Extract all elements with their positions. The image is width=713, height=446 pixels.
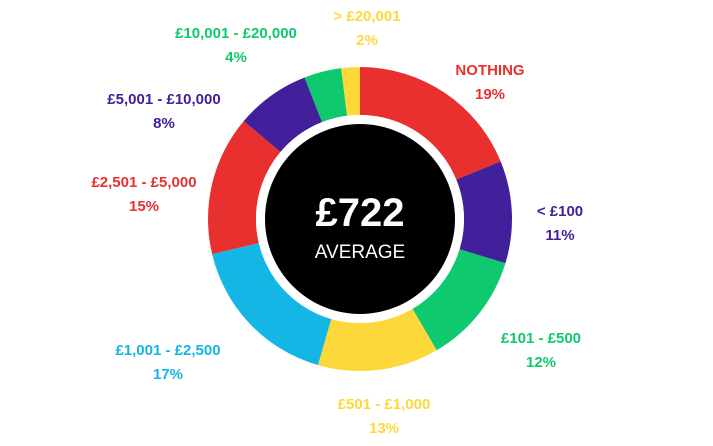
center-label: AVERAGE	[315, 242, 405, 263]
donut-slice	[208, 121, 281, 255]
slice-percent-label: 13%	[369, 420, 399, 437]
slice-category-label: £10,001 - £20,000	[175, 25, 297, 42]
slice-percent-label: 17%	[153, 366, 183, 383]
slice-category-label: £5,001 - £10,000	[107, 91, 220, 108]
donut-slice	[304, 68, 348, 123]
slice-percent-label: 11%	[545, 227, 574, 244]
slice-category-label: £501 - £1,000	[338, 396, 431, 413]
center-disc	[265, 124, 455, 314]
donut-slice	[212, 243, 332, 366]
slice-percent-label: 8%	[153, 115, 175, 132]
donut-slice	[412, 249, 506, 351]
slice-category-label: > £20,001	[333, 8, 400, 25]
donut-slices	[208, 67, 513, 372]
slice-category-label: NOTHING	[455, 62, 524, 79]
slice-category-label: £2,501 - £5,000	[91, 174, 196, 191]
donut-slice	[456, 161, 513, 264]
slice-percent-label: 19%	[475, 86, 505, 103]
slice-category-label: < £100	[537, 203, 583, 220]
slice-percent-label: 4%	[225, 49, 247, 66]
slice-category-label: £101 - £500	[501, 330, 581, 347]
slice-labels: NOTHING 19% < £100 11% £101 - £500 12% £501 - …	[91, 8, 583, 437]
donut-slice	[341, 67, 360, 116]
donut-slice	[243, 77, 323, 153]
donut-slice	[318, 308, 437, 372]
slice-percent-label: 2%	[356, 32, 378, 49]
slice-category-label: £1,001 - £2,500	[115, 342, 220, 359]
donut-slice	[360, 67, 501, 180]
center-value: £722	[316, 191, 405, 235]
slice-percent-label: 15%	[129, 198, 159, 215]
slice-percent-label: 12%	[526, 354, 556, 371]
